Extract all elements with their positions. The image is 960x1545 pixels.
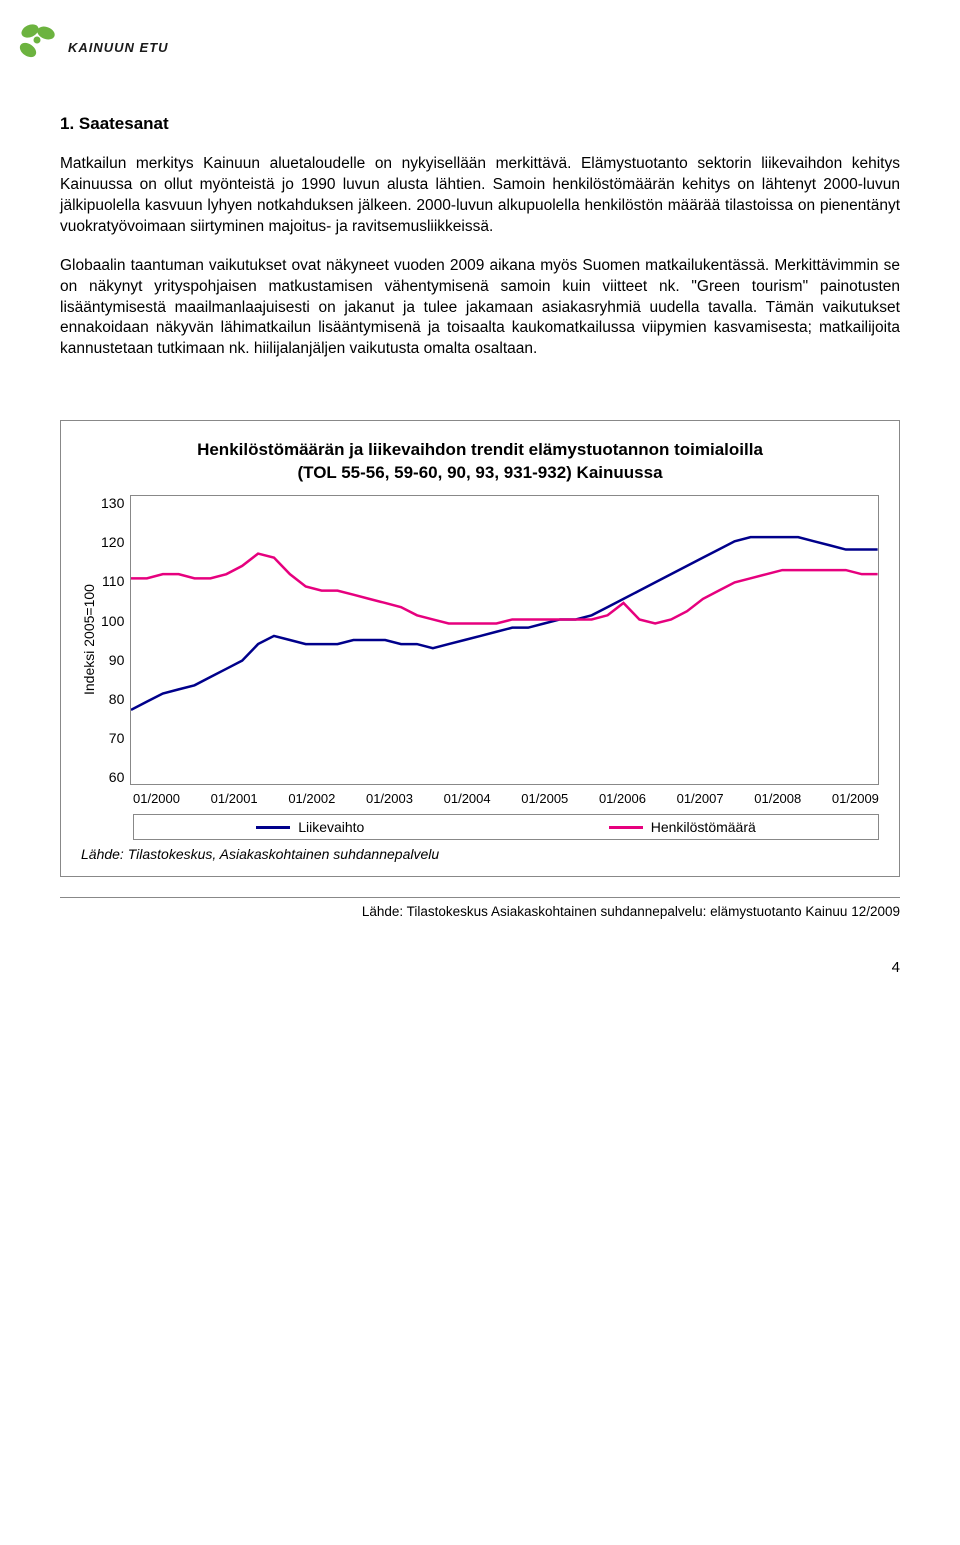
y-tick: 70 (101, 730, 124, 746)
y-tick: 60 (101, 769, 124, 785)
page-number: 4 (60, 959, 900, 976)
chart-title-line2: (TOL 55-56, 59-60, 90, 93, 931-932) Kain… (297, 463, 662, 482)
legend-label-liikevaihto: Liikevaihto (298, 819, 364, 835)
plot-area (130, 495, 879, 785)
chart-title: Henkilöstömäärän ja liikevaihdon trendit… (81, 439, 879, 485)
x-tick: 01/2002 (288, 791, 335, 806)
x-axis-ticks: 01/2000 01/2001 01/2002 01/2003 01/2004 01/20… (133, 791, 879, 806)
x-tick: 01/2005 (521, 791, 568, 806)
y-tick: 110 (101, 573, 124, 589)
chart-source-inner: Lähde: Tilastokeskus, Asiakaskohtainen s… (81, 846, 879, 862)
y-tick: 120 (101, 534, 124, 550)
y-axis-label: Indeksi 2005=100 (81, 495, 97, 785)
intro-paragraph-1: Matkailun merkitys Kainuun aluetaloudell… (60, 154, 900, 238)
logo-text: KAINUUN ETU (68, 40, 169, 55)
x-tick: 01/2007 (677, 791, 724, 806)
x-tick: 01/2000 (133, 791, 180, 806)
section-heading: 1. Saatesanat (60, 114, 900, 134)
intro-paragraph-2: Globaalin taantuman vaikutukset ovat näk… (60, 256, 900, 361)
y-tick: 130 (101, 495, 124, 511)
y-tick: 80 (101, 691, 124, 707)
chart-legend: Liikevaihto Henkilöstömäärä (133, 814, 879, 840)
y-tick: 90 (101, 652, 124, 668)
y-axis-ticks: 130 120 110 100 90 80 70 60 (101, 495, 130, 785)
x-tick: 01/2008 (754, 791, 801, 806)
legend-label-henkilostomaara: Henkilöstömäärä (651, 819, 756, 835)
chart-container: Henkilöstömäärän ja liikevaihdon trendit… (60, 420, 900, 877)
x-tick: 01/2001 (211, 791, 258, 806)
legend-item-henkilostomaara: Henkilöstömäärä (609, 819, 756, 835)
legend-swatch-henkilostomaara (609, 826, 643, 829)
x-tick: 01/2003 (366, 791, 413, 806)
legend-swatch-liikevaihto (256, 826, 290, 829)
y-tick: 100 (101, 613, 124, 629)
x-tick: 01/2009 (832, 791, 879, 806)
logo-mark-icon (10, 20, 64, 74)
footer-source: Lähde: Tilastokeskus Asiakaskohtainen su… (60, 897, 900, 919)
legend-item-liikevaihto: Liikevaihto (256, 819, 364, 835)
chart-title-line1: Henkilöstömäärän ja liikevaihdon trendit… (197, 440, 763, 459)
chart-plot: Indeksi 2005=100 130 120 110 100 90 80 70 60 (81, 495, 879, 785)
logo: KAINUUN ETU (10, 20, 900, 74)
x-tick: 01/2006 (599, 791, 646, 806)
x-tick: 01/2004 (444, 791, 491, 806)
